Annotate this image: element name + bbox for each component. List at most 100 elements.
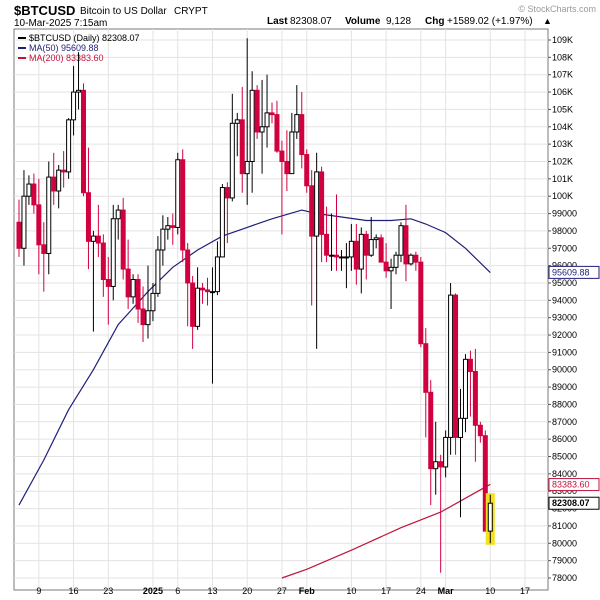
- y-tick-label: 88000: [552, 399, 577, 409]
- candle: [16, 199, 22, 257]
- candle-body: [467, 358, 473, 372]
- candle-body: [388, 266, 394, 272]
- y-tick-label: 78000: [552, 573, 577, 583]
- x-tick-label: 17: [520, 586, 530, 596]
- candle-body: [383, 261, 389, 272]
- volume-label: Volume: [345, 16, 381, 27]
- y-tick-label: 91000: [552, 347, 577, 357]
- candle-body: [239, 119, 245, 175]
- x-tick-label: 6: [175, 586, 180, 596]
- candle: [105, 256, 111, 325]
- candle: [388, 258, 394, 309]
- y-tick-label: 83000: [552, 486, 577, 496]
- y-tick-label: 79000: [552, 556, 577, 566]
- candle: [413, 251, 419, 271]
- candle-body: [234, 119, 240, 124]
- y-tick-label: 94000: [552, 295, 577, 305]
- candle: [21, 170, 27, 266]
- x-tick-label: 9: [36, 586, 41, 596]
- candles: [16, 38, 495, 573]
- x-tick-label: 2025: [143, 586, 163, 596]
- candle-body: [51, 176, 57, 192]
- candle: [264, 74, 270, 148]
- symbol-title: $BTCUSD: [14, 3, 75, 18]
- last-value: 82308.07: [290, 16, 332, 27]
- candle-body: [66, 119, 72, 173]
- y-tick-label: 90000: [552, 365, 577, 375]
- candle-body: [428, 391, 434, 470]
- candle-body: [274, 114, 280, 152]
- candle: [314, 152, 320, 349]
- candle-body: [100, 242, 106, 280]
- candle: [249, 71, 255, 193]
- candle: [190, 276, 196, 349]
- candle: [418, 256, 424, 348]
- candle: [368, 217, 374, 257]
- candle: [408, 253, 414, 266]
- candle: [373, 234, 379, 249]
- x-tick-label: Mar: [438, 586, 455, 596]
- price-tag-label: 95609.88: [552, 267, 590, 277]
- candle-body: [418, 261, 424, 345]
- candle: [274, 100, 280, 153]
- candle: [458, 388, 464, 518]
- x-tick-label: 20: [242, 586, 252, 596]
- candle: [26, 175, 32, 205]
- x-tick-label: 23: [103, 586, 113, 596]
- candle-body: [353, 240, 359, 270]
- y-tick-label: 84000: [552, 469, 577, 479]
- candle-body: [165, 225, 171, 230]
- y-tick-label: 93000: [552, 313, 577, 323]
- candle: [145, 265, 151, 339]
- y-tick-label: 86000: [552, 434, 577, 444]
- legend-entry-price: $BTCUSD (Daily) 82308.07: [29, 33, 140, 43]
- x-tick-label: 16: [69, 586, 79, 596]
- x-axis: 9 16 23 2025 6 13 20 27 Feb 10 17 24 Mar 10 17: [36, 586, 530, 596]
- price-tag-box: [548, 265, 600, 279]
- plot-area: [13, 28, 549, 591]
- candle: [343, 243, 349, 289]
- y-tick-label: 100K: [552, 191, 573, 201]
- y-tick-label: 99000: [552, 209, 577, 219]
- candle-body: [398, 225, 404, 256]
- candle-body: [85, 192, 91, 242]
- candle: [76, 52, 82, 110]
- candle-body: [155, 249, 161, 294]
- candle: [329, 213, 335, 271]
- candle: [51, 152, 57, 205]
- candle-body: [190, 282, 196, 327]
- candle-body: [368, 239, 374, 256]
- candle-body: [254, 89, 260, 133]
- candle-body: [56, 169, 62, 192]
- candle-body: [80, 89, 86, 194]
- candle: [155, 236, 161, 297]
- price-tag-box: [548, 478, 600, 492]
- candle-body: [408, 254, 414, 265]
- y-tick-label: 102K: [552, 156, 573, 166]
- candle-body: [309, 185, 315, 237]
- candle-body: [304, 154, 310, 187]
- candle-body: [373, 237, 379, 241]
- candle-body: [462, 358, 468, 419]
- candle-body: [289, 131, 295, 175]
- candle: [333, 194, 339, 271]
- candle-body: [333, 254, 339, 258]
- candle-body: [458, 417, 464, 438]
- y-tick-label: 101K: [552, 174, 573, 184]
- candle-body: [110, 218, 116, 287]
- candle: [61, 151, 67, 188]
- candle-body: [224, 187, 230, 199]
- candle: [393, 251, 399, 275]
- candle-body: [348, 240, 354, 258]
- candle: [56, 164, 62, 209]
- candle-body: [115, 209, 121, 220]
- y-tick-label: 80000: [552, 538, 577, 548]
- candle: [443, 430, 449, 478]
- candle-body: [21, 195, 27, 249]
- candle: [36, 178, 42, 275]
- candle: [160, 215, 166, 266]
- legend-entry-ma50: MA(50) 95609.88: [29, 43, 99, 53]
- candle: [31, 173, 37, 214]
- candle-body: [95, 235, 101, 244]
- candle: [438, 454, 444, 573]
